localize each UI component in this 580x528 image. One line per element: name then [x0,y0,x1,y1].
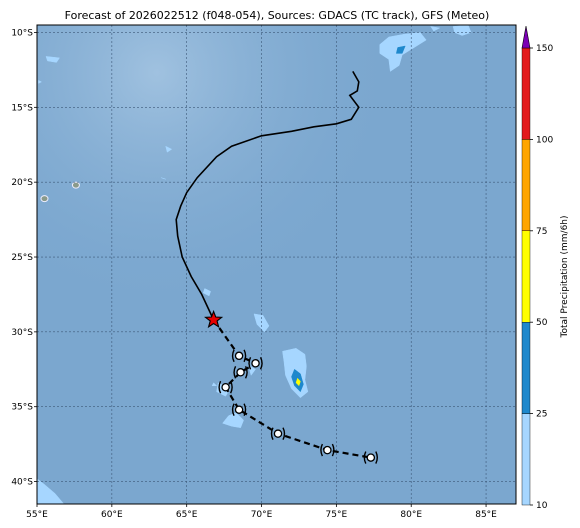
tick-label-lon: 85°E [475,510,497,520]
colorbar-segment [521,47,531,140]
colorbar-ticks: 10 25 50 75 100 150 [530,44,553,511]
tick-label-lon: 75°E [326,510,348,520]
cyclone-arc-right [259,356,263,370]
colorbar-segment [521,322,531,414]
forecast-symbols [218,349,379,464]
cyclone-center [221,382,230,392]
map-title: Forecast of 2026022512 (f048-054), Sourc… [65,9,490,22]
colorbar-segments [521,47,531,506]
tick-label-lat: 10°S [11,28,33,38]
map-frame [36,24,517,505]
precip-patch [45,56,60,63]
tick-label-lon: 55°E [26,510,48,520]
cyclone-arc-left [231,403,235,417]
colorbar-tick-label: 150 [536,44,553,54]
cyclone-arc-right [243,349,247,363]
colorbar-segment [521,413,531,506]
cyclone-arc-left [320,443,324,457]
colorbar-tick-label: 25 [536,410,547,420]
precip-patch [202,288,211,297]
island-mauritius [71,181,80,189]
colorbar-tick-label: 100 [536,135,553,145]
tick-label-lat: 40°S [11,478,33,488]
precip-patch [211,382,218,386]
cyclone-icon [270,427,286,440]
cyclone-arc-right [244,365,248,379]
longitude-ticks: 55°E 60°E 65°E 70°E 75°E 80°E 85°E [26,504,497,520]
cyclone-center [273,429,283,438]
cyclone-center [251,359,260,368]
tick-label-lon: 65°E [176,510,198,520]
star-shape [204,309,224,329]
cyclone-arc-left [363,451,367,464]
cyclone-icon [218,380,233,394]
island-reunion [40,195,49,203]
colorbar-segment [521,139,531,231]
cyclone-arc-left [233,365,237,379]
tick-label-lat: 35°S [11,403,33,413]
tick-label-lat: 25°S [11,253,33,263]
colorbar-extend-arrow [521,25,531,49]
current-position-star-icon [204,309,224,329]
cyclone-icon [231,403,247,417]
cyclone-center [236,368,245,377]
precip-patch [395,45,406,54]
cyclone-center [234,405,244,414]
cyclone-icon [363,451,379,464]
cyclone-arc-left [248,356,252,370]
precip-patch [38,79,43,84]
colorbar: 10 25 50 75 100 150 Total Precipitation (mm/6… [521,25,570,511]
precip-patch [37,478,65,504]
ocean-shading [37,25,516,504]
colorbar-label: Total Precipitation (mm/6h) [560,215,570,338]
precip-patch [430,26,441,32]
map-area: 55°E 60°E 65°E 70°E 75°E 80°E 85°E 10°S 15°S 20°… [11,24,517,520]
precip-patch [222,412,244,428]
precip-patch [165,145,173,153]
precip-patch [295,377,301,387]
latitude-ticks: 10°S 15°S 20°S 25°S 30°S 35°S 40°S [11,28,37,488]
track-layer [175,71,379,464]
colorbar-tick-label: 10 [536,501,548,511]
cyclone-arc-left [231,349,235,363]
cyclone-arc-right [331,443,335,457]
cyclone-center [234,351,244,361]
cyclone-arc-right [243,403,247,417]
tick-label-lon: 60°E [101,510,123,520]
cyclone-icon [248,356,263,370]
cyclone-arc-left [218,380,222,394]
tick-label-lat: 20°S [11,178,33,188]
cyclone-icon [320,443,335,457]
cyclone-arc-left [270,427,274,440]
cyclone-icon [233,365,248,379]
colorbar-segment [521,230,531,323]
tick-label-lon: 80°E [400,510,422,520]
colorbar-tick-label: 50 [536,318,548,328]
cyclone-icon [231,349,247,363]
cyclone-arc-right [375,451,379,464]
islands-layer [40,181,80,203]
past-track-line [175,71,360,321]
cyclone-center [323,445,332,455]
tick-label-lat: 30°S [11,328,33,338]
cyclone-center [366,453,376,462]
colorbar-tick-label: 75 [536,227,547,237]
cyclone-arc-right [282,427,286,440]
tick-label-lon: 70°E [251,510,273,520]
precip-patch [161,177,166,180]
cyclone-arc-right [229,380,233,394]
tick-label-lat: 15°S [11,103,33,113]
